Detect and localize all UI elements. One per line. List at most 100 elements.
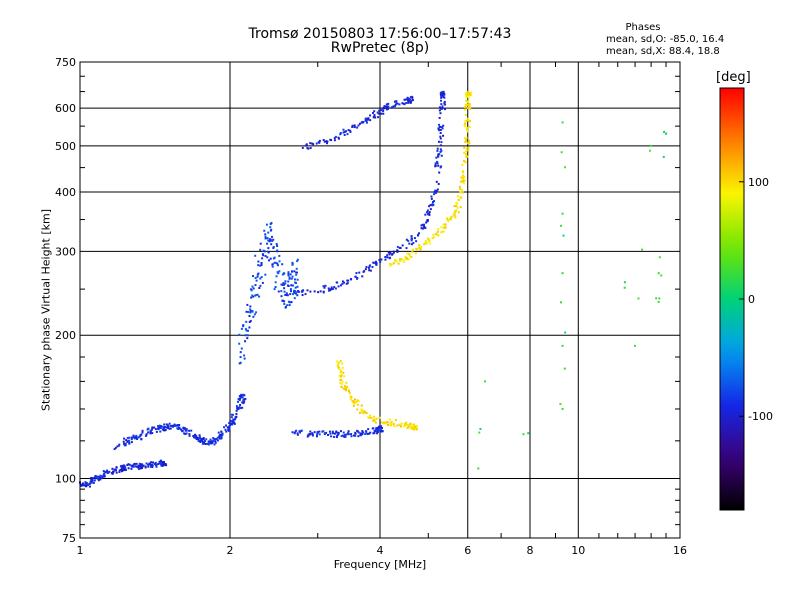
data-point xyxy=(277,290,280,293)
data-point xyxy=(451,215,454,218)
data-point xyxy=(235,409,238,412)
data-point xyxy=(334,287,337,290)
data-point xyxy=(411,99,414,102)
data-point xyxy=(123,469,126,472)
data-point xyxy=(118,443,121,446)
data-point xyxy=(93,479,96,482)
x-axis-label: Frequency [MHz] xyxy=(333,558,427,571)
data-point xyxy=(437,127,440,130)
data-point xyxy=(422,227,425,230)
data-point xyxy=(240,327,243,330)
data-point xyxy=(439,107,442,110)
colorbar-tick-label: 0 xyxy=(748,293,755,306)
data-point xyxy=(137,467,140,470)
data-point xyxy=(352,402,355,405)
data-point xyxy=(442,90,445,93)
data-point xyxy=(291,431,294,434)
data-point xyxy=(220,430,223,433)
data-point xyxy=(366,433,369,436)
data-point xyxy=(132,464,135,467)
data-point xyxy=(372,427,375,430)
phases-x-mode: mean, sd,X: 88.4, 18.8 xyxy=(606,46,720,57)
data-point xyxy=(248,326,251,329)
data-point xyxy=(330,288,333,291)
data-point xyxy=(97,479,100,482)
data-point xyxy=(437,234,440,237)
data-point xyxy=(251,310,254,313)
data-point xyxy=(209,440,212,443)
data-point xyxy=(259,264,262,267)
data-point xyxy=(130,467,133,470)
data-point xyxy=(89,480,92,483)
data-point xyxy=(400,258,403,261)
data-point xyxy=(317,291,320,294)
data-point xyxy=(291,275,294,278)
data-point xyxy=(403,425,406,428)
data-point xyxy=(274,286,277,289)
data-point xyxy=(290,284,293,287)
data-point xyxy=(389,418,392,421)
data-point xyxy=(270,235,273,238)
data-point xyxy=(465,92,468,95)
data-point xyxy=(241,396,244,399)
data-point xyxy=(372,116,375,119)
data-point xyxy=(337,285,340,288)
data-point xyxy=(437,228,440,231)
data-point xyxy=(357,435,360,438)
data-point xyxy=(249,311,252,314)
data-point xyxy=(285,292,288,295)
data-point xyxy=(309,430,312,433)
data-point xyxy=(357,430,360,433)
data-point xyxy=(343,433,346,436)
data-point xyxy=(305,143,308,146)
data-point xyxy=(426,237,429,240)
data-point xyxy=(123,465,126,468)
data-point xyxy=(408,423,411,426)
data-point xyxy=(218,436,221,439)
data-point xyxy=(333,137,336,140)
data-point xyxy=(149,429,152,432)
data-point xyxy=(197,440,200,443)
x-tick-label: 1 xyxy=(77,544,84,557)
data-point xyxy=(311,142,314,145)
data-point xyxy=(140,438,143,441)
data-point xyxy=(434,162,437,165)
data-point xyxy=(405,421,408,424)
data-point xyxy=(339,430,342,433)
data-point xyxy=(122,440,125,443)
data-point xyxy=(391,253,394,256)
data-point xyxy=(261,257,264,260)
data-point xyxy=(437,140,440,143)
data-point xyxy=(206,442,209,445)
data-point xyxy=(325,140,328,143)
data-point xyxy=(459,188,462,191)
data-point xyxy=(115,466,118,469)
data-point xyxy=(365,411,368,414)
data-point xyxy=(464,103,467,106)
data-point xyxy=(182,427,185,430)
data-point xyxy=(207,443,210,446)
data-point xyxy=(178,427,181,430)
data-point xyxy=(130,464,133,467)
data-point xyxy=(466,101,469,104)
data-point xyxy=(340,383,343,386)
data-point xyxy=(467,94,470,97)
data-point xyxy=(283,300,286,303)
data-point xyxy=(335,431,338,434)
data-point xyxy=(439,125,442,128)
data-point xyxy=(293,270,296,273)
data-point xyxy=(199,440,202,443)
data-point xyxy=(380,112,383,115)
data-point xyxy=(350,435,353,438)
data-point xyxy=(230,416,233,419)
data-point xyxy=(273,256,276,259)
data-point xyxy=(261,253,264,256)
data-point xyxy=(351,125,354,128)
data-point xyxy=(406,426,409,429)
data-point xyxy=(338,374,341,377)
data-point xyxy=(96,477,99,480)
data-point xyxy=(161,464,164,467)
data-point xyxy=(283,290,286,293)
data-point xyxy=(269,238,272,241)
data-point xyxy=(337,362,340,365)
